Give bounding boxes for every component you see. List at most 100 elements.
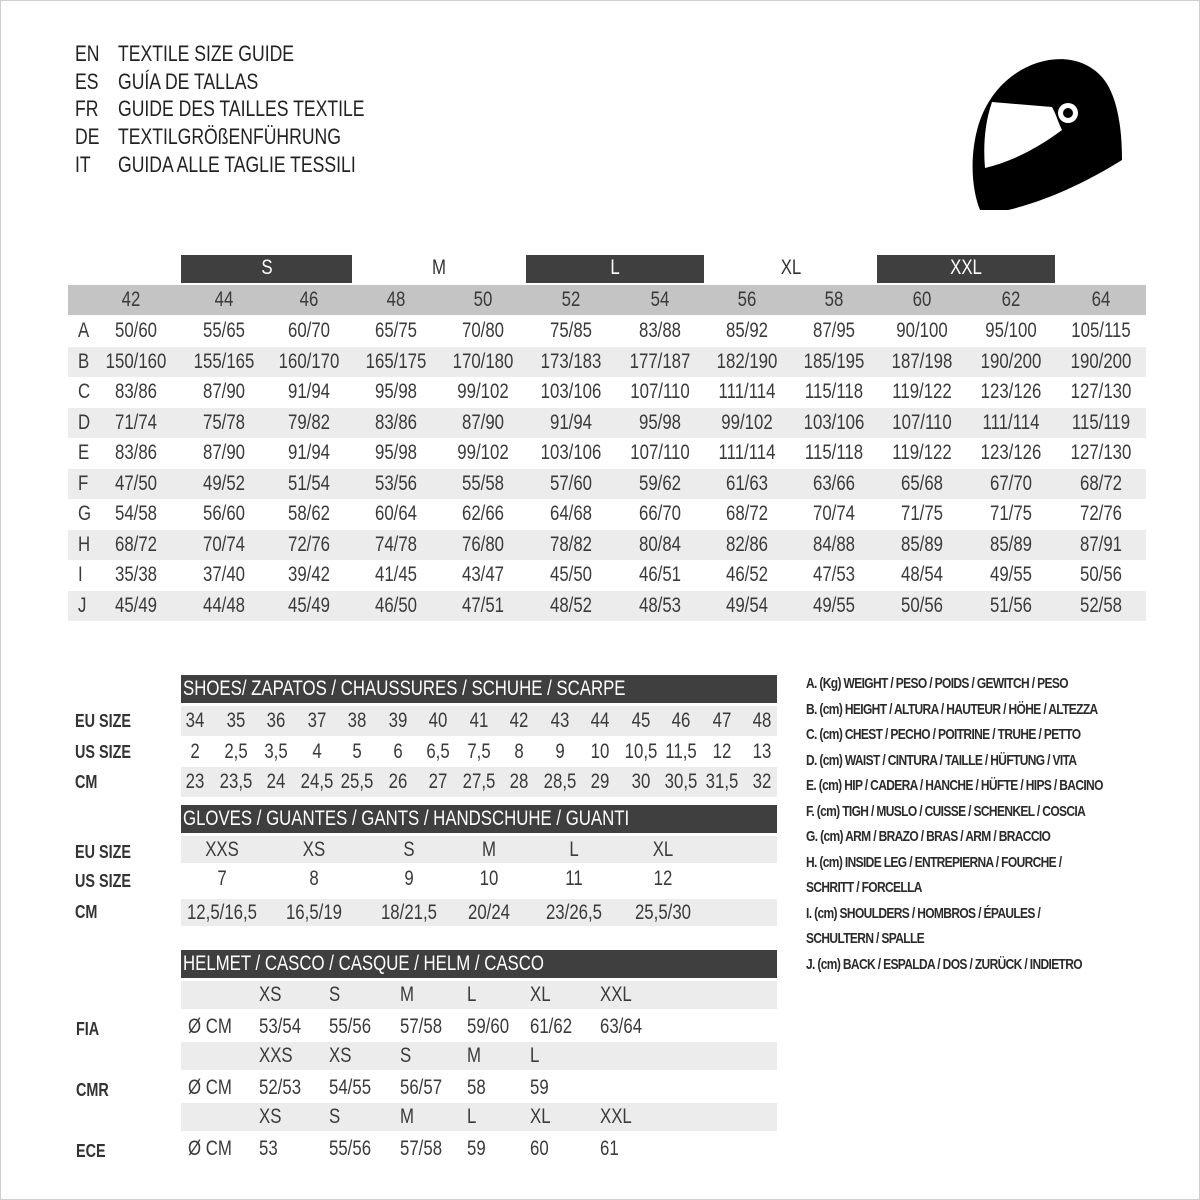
- table-cell: 83/86: [110, 438, 163, 468]
- table-cell-text: 95/100: [984, 319, 1037, 342]
- row-letter: F: [78, 469, 91, 499]
- table-cell-text: 83/86: [114, 441, 158, 464]
- gloves-row-shade: [181, 899, 777, 926]
- table-cell: 60/70: [283, 316, 336, 346]
- row-letter: B: [78, 347, 92, 377]
- table-cell: 87/90: [197, 438, 250, 468]
- shoes-row-shade: [181, 706, 777, 736]
- table-cell-text: 87/90: [202, 441, 245, 464]
- table-cell: 46/52: [721, 560, 774, 590]
- helmet-unit: Ø CM: [188, 1073, 243, 1103]
- helmet-unit-text: Ø CM: [188, 1076, 232, 1099]
- table-cell: 99/102: [715, 408, 779, 438]
- shoes-cm-cell-text: 27,5: [462, 770, 495, 793]
- shoes-eu-cell: 44: [588, 706, 611, 736]
- table-cell-text: 111/114: [982, 410, 1039, 434]
- table-row-shade: [68, 346, 1146, 377]
- helmet-size-cell-text: XS: [259, 1105, 282, 1128]
- table-cell-text: 55/65: [202, 319, 245, 342]
- shoes-eu-cell-text: 37: [307, 709, 326, 732]
- shoes-row-label-text: US SIZE: [75, 741, 132, 762]
- helmet-value-cell: 58: [467, 1073, 490, 1103]
- language-code: FR: [75, 96, 104, 122]
- shoes-eu-cell: 35: [224, 706, 247, 736]
- shoes-cm-cell: 30,5: [661, 767, 702, 797]
- table-cell-text: 45/49: [114, 593, 158, 617]
- helmet-size-cell: M: [400, 980, 418, 1010]
- legend-line: J. (cm) BACK / ESPALDA / DOS / ZURÜCK / …: [806, 956, 1151, 973]
- table-cell-text: 41/45: [374, 563, 417, 586]
- helmet-size-cell: XS: [259, 1102, 287, 1132]
- helmet-value-cell-text: 55/56: [329, 1015, 372, 1038]
- table-cell: 107/110: [884, 408, 958, 438]
- helmet-size-cell-text: L: [467, 983, 477, 1006]
- table-cell-text: 57/60: [549, 471, 592, 495]
- shoes-us-cell: 4: [311, 737, 323, 767]
- eu-size-header-text: 48: [386, 288, 405, 311]
- shoes-us-cell-text: 3,5: [264, 739, 288, 763]
- size-band-label-text: XXL: [950, 256, 982, 279]
- language-code-text: FR: [75, 96, 99, 122]
- table-cell: 103/106: [796, 408, 872, 438]
- table-cell-text: 55/58: [461, 471, 504, 495]
- table-cell-text: 182/190: [716, 349, 778, 373]
- table-cell: 115/118: [797, 438, 870, 468]
- table-cell-text: 165/175: [365, 349, 426, 373]
- table-cell-text: 70/74: [812, 502, 855, 525]
- gloves-eu-cell-text: XS: [302, 838, 326, 861]
- table-cell: 119/122: [884, 377, 958, 407]
- row-letter-text: I: [78, 563, 83, 586]
- eu-size-header-text: 54: [650, 288, 669, 311]
- helmet-size-cell: XS: [259, 980, 287, 1010]
- helmet-section-header: [181, 950, 777, 978]
- table-cell-text: 35/38: [114, 563, 158, 586]
- shoes-cm-cell: 27: [426, 767, 449, 797]
- table-cell-text: 83/86: [114, 380, 158, 403]
- eu-size-header: 42: [119, 285, 142, 315]
- table-cell: 43/47: [456, 560, 509, 590]
- table-cell: 71/75: [984, 499, 1037, 529]
- eu-size-header: 46: [297, 285, 320, 315]
- shoes-us-cell: 7,5: [464, 737, 493, 767]
- language-code: IT: [75, 152, 95, 178]
- table-cell-text: 119/122: [891, 380, 952, 403]
- legend-line-text: SCHRITT / FORCELLA: [806, 879, 922, 896]
- eu-size-header: 48: [384, 285, 407, 315]
- shoes-eu-cell: 45: [629, 706, 652, 736]
- table-cell-text: 60/64: [374, 502, 417, 525]
- table-row-shade: [68, 590, 1146, 621]
- helmet-size-cell: XS: [329, 1041, 357, 1071]
- table-cell: 39/42: [283, 560, 336, 590]
- gloves-eu-cell: XL: [650, 835, 676, 865]
- helmet-value-cell: 61/62: [530, 1012, 583, 1042]
- table-cell-text: 111/114: [718, 441, 776, 464]
- gloves-cm-cell: 20/24: [463, 898, 516, 928]
- table-cell: 44/48: [197, 591, 250, 621]
- table-cell: 95/98: [369, 438, 422, 468]
- shoes-eu-cell: 38: [345, 706, 368, 736]
- gloves-eu-cell: S: [402, 835, 416, 865]
- table-cell-text: 83/88: [638, 319, 681, 342]
- eu-size-header: 58: [822, 285, 845, 315]
- table-cell: 78/82: [544, 530, 597, 560]
- table-cell: 115/118: [797, 377, 870, 407]
- helmet-value-cell: 63/64: [600, 1012, 653, 1042]
- shoes-cm-cell: 23,5: [215, 767, 256, 797]
- shoes-row-label: CM: [75, 772, 103, 793]
- table-cell: 50/56: [895, 591, 948, 621]
- language-code: ES: [75, 69, 104, 95]
- helmet-value-cell-text: 56/57: [400, 1076, 443, 1099]
- size-header-row: [68, 285, 1146, 315]
- table-cell: 71/74: [110, 408, 163, 438]
- table-cell: 46/51: [633, 560, 686, 590]
- gloves-row-label-text: EU SIZE: [75, 842, 132, 862]
- table-cell: 59/62: [633, 469, 686, 499]
- table-cell: 190/200: [1063, 347, 1139, 377]
- table-cell-text: 50/56: [900, 593, 943, 617]
- table-cell-text: 50/56: [1079, 563, 1122, 586]
- legend-line: SCHRITT / FORCELLA: [806, 879, 951, 896]
- table-cell-text: 173/183: [540, 349, 601, 373]
- table-cell-text: 49/55: [989, 563, 1032, 586]
- table-cell: 91/94: [544, 408, 597, 438]
- shoes-us-cell-text: 7,5: [466, 739, 491, 763]
